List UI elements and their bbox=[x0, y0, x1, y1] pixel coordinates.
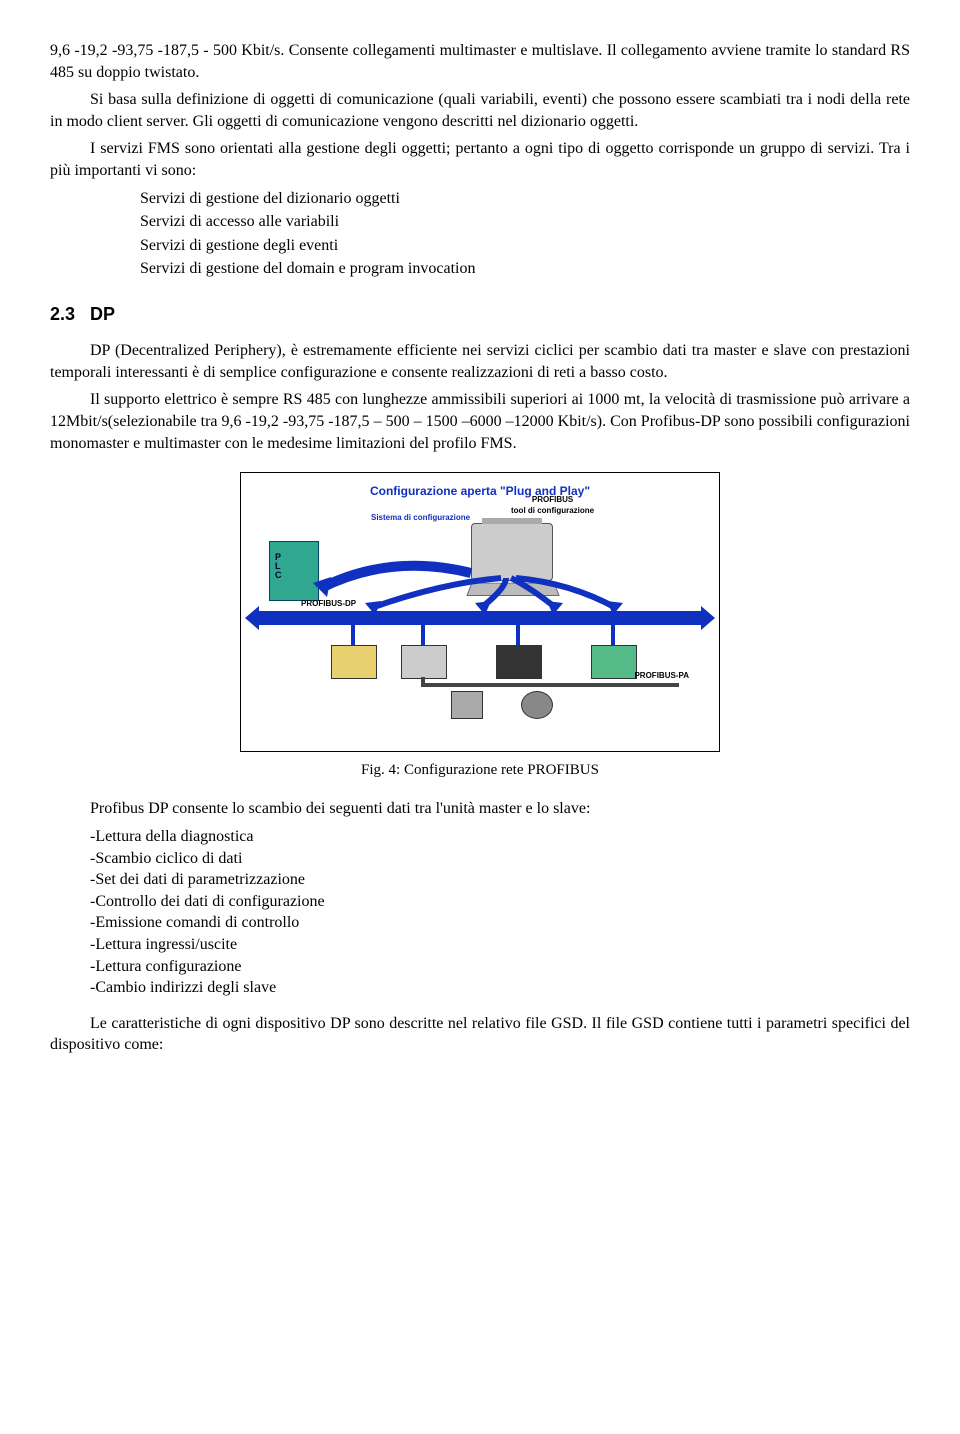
afterfig-lead: Profibus DP consente lo scambio dei segu… bbox=[50, 798, 910, 820]
fig-sys-label: Sistema di configurazione bbox=[371, 513, 470, 524]
drop-3 bbox=[516, 625, 520, 647]
afterfig-item-7: -Cambio indirizzi degli slave bbox=[90, 977, 910, 999]
drop-4 bbox=[611, 625, 615, 647]
figure-box: Configurazione aperta "Plug and Play" PR… bbox=[240, 472, 720, 752]
bus-bar bbox=[255, 611, 705, 625]
intro-p2: Si basa sulla definizione di oggetti di … bbox=[50, 89, 910, 132]
pa-device-1 bbox=[451, 691, 483, 719]
intro-service-list: Servizi di gestione del dizionario ogget… bbox=[140, 188, 910, 280]
drop-2 bbox=[421, 625, 425, 647]
afterfig-tail: Le caratteristiche di ogni dispositivo D… bbox=[50, 1013, 910, 1056]
dp-p2: Il supporto elettrico è sempre RS 485 co… bbox=[50, 389, 910, 454]
plc-label: P L C bbox=[275, 553, 282, 580]
intro-s4: Servizi di gestione del domain e program… bbox=[140, 258, 910, 280]
figure-title: Configurazione aperta "Plug and Play" bbox=[255, 483, 705, 499]
fig-tool-label: PROFIBUS tool di configurazione bbox=[511, 495, 594, 517]
bus-pa-label: PROFIBUS-PA bbox=[634, 671, 689, 682]
dp-p1: DP (Decentralized Periphery), è estremam… bbox=[50, 340, 910, 383]
intro-p3: I servizi FMS sono orientati alla gestio… bbox=[50, 138, 910, 181]
section-num: 2.3 bbox=[50, 304, 75, 324]
afterfig-item-3: -Controllo dei dati di configurazione bbox=[90, 891, 910, 913]
device-4 bbox=[591, 645, 637, 679]
device-2 bbox=[401, 645, 447, 679]
intro-p1: 9,6 -19,2 -93,75 -187,5 - 500 Kbit/s. Co… bbox=[50, 40, 910, 83]
section-title: DP bbox=[90, 304, 115, 324]
bus-dp-label: PROFIBUS-DP bbox=[301, 599, 356, 610]
afterfig-list: -Lettura della diagnostica -Scambio cicl… bbox=[90, 826, 910, 999]
afterfig-item-1: -Scambio ciclico di dati bbox=[90, 848, 910, 870]
sub-bus bbox=[421, 683, 679, 687]
afterfig-item-4: -Emissione comandi di controllo bbox=[90, 912, 910, 934]
intro-s2: Servizi di accesso alle variabili bbox=[140, 211, 910, 233]
device-1 bbox=[331, 645, 377, 679]
device-3 bbox=[496, 645, 542, 679]
afterfig-item-5: -Lettura ingressi/uscite bbox=[90, 934, 910, 956]
figure-caption: Fig. 4: Configurazione rete PROFIBUS bbox=[50, 760, 910, 780]
afterfig-item-2: -Set dei dati di parametrizzazione bbox=[90, 869, 910, 891]
afterfig-item-6: -Lettura configurazione bbox=[90, 956, 910, 978]
intro-s1: Servizi di gestione del dizionario ogget… bbox=[140, 188, 910, 210]
section-heading: 2.3 DP bbox=[50, 302, 910, 326]
pa-device-2 bbox=[521, 691, 553, 719]
afterfig-item-0: -Lettura della diagnostica bbox=[90, 826, 910, 848]
figure-container: Configurazione aperta "Plug and Play" PR… bbox=[240, 472, 720, 752]
drop-1 bbox=[351, 625, 355, 647]
intro-s3: Servizi di gestione degli eventi bbox=[140, 235, 910, 257]
